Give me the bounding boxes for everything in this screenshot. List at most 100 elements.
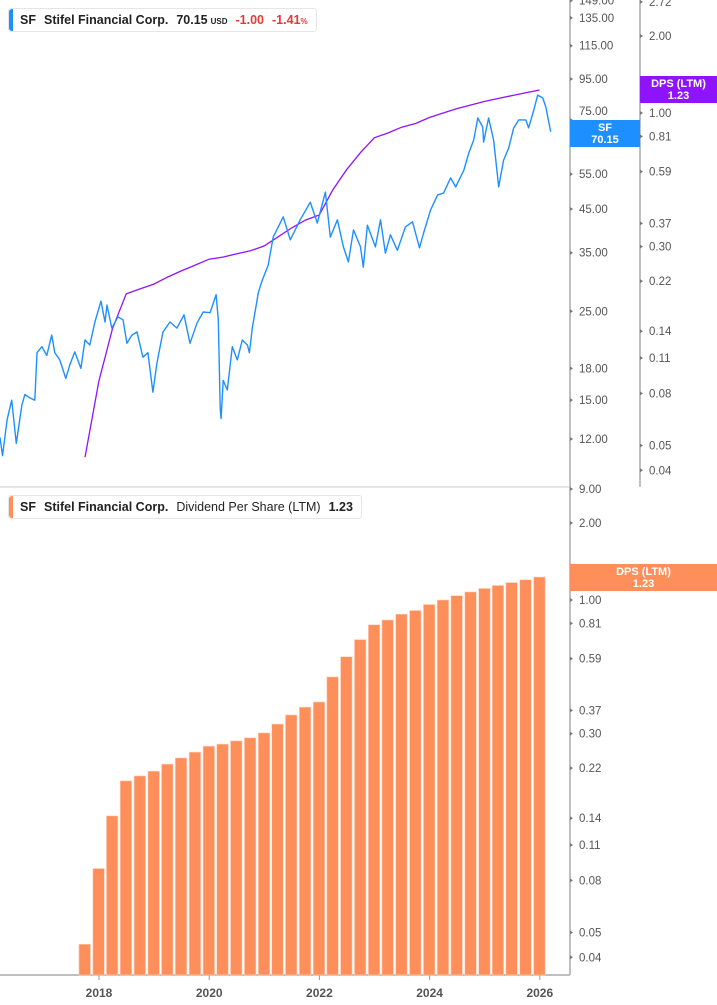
bar-tick-label-mark: [570, 731, 573, 736]
legend-currency: USD: [210, 17, 228, 26]
price-legend[interactable]: SF Stifel Financial Corp. 70.15 USD -1.0…: [8, 8, 317, 32]
dps-line: [84, 89, 540, 458]
x-tick-label: 2020: [196, 986, 223, 1000]
price-badge: SF 70.15: [570, 120, 640, 147]
dps-legend[interactable]: SF Stifel Financial Corp. Dividend Per S…: [8, 495, 362, 519]
price-tick-label: 149.00: [579, 0, 614, 8]
dps-bar: [92, 868, 105, 976]
dps-bar: [354, 639, 367, 976]
dps-bar: [299, 706, 312, 976]
bar-tick-label: 0.05: [579, 928, 601, 940]
dps-bar: [326, 676, 339, 976]
price-tick-label: 15.00: [579, 395, 608, 407]
dps-tick-label: 2.00: [649, 31, 671, 43]
dps-bar: [78, 943, 91, 976]
dps-bottom-badge: DPS (LTM) 1.23: [570, 564, 717, 591]
price-tick-label-mark: [570, 172, 573, 177]
dps-bar: [464, 591, 477, 976]
price-tick-label: 55.00: [579, 169, 608, 181]
dps-bar: [174, 757, 188, 976]
dps-tick-label-mark: [640, 443, 643, 448]
dps-bar: [381, 619, 394, 976]
legend-value: 1.23: [328, 500, 353, 514]
dps-tick-label-mark: [640, 221, 643, 226]
legend-ticker: SF: [20, 500, 36, 514]
bar-tick-label: 0.04: [579, 952, 602, 964]
price-tick-label-mark: [570, 76, 573, 81]
dps-bar: [395, 613, 408, 976]
price-tick-label-mark: [570, 207, 573, 211]
legend-company: Stifel Financial Corp.: [43, 13, 169, 27]
bar-tick-label: 1.00: [579, 595, 601, 607]
dps-tick-label-mark: [640, 279, 643, 284]
bar-tick-label-mark: [570, 816, 573, 821]
bar-tick-label-mark: [570, 708, 573, 713]
dps-bar: [119, 780, 132, 976]
dps-tick-label-mark: [640, 329, 643, 334]
price-tick-label-mark: [570, 15, 573, 20]
dps-tick-label: 1.00: [649, 108, 671, 120]
bar-tick-label: 0.37: [579, 705, 601, 717]
bar-tick-label: 0.30: [579, 729, 601, 741]
dps-tick-label: 0.05: [649, 441, 671, 453]
dps-tick-label-mark: [640, 391, 643, 396]
dps-tick-label-mark: [640, 468, 643, 473]
x-tick-label: 2018: [86, 986, 113, 1000]
dps-tick-label-mark: [640, 34, 643, 39]
dps-tick-label: 0.08: [649, 388, 671, 400]
x-tick-label: 2024: [416, 986, 443, 1000]
price-tick-label: 12.00: [579, 434, 608, 446]
dps-bar: [106, 815, 119, 976]
price-tick-label-mark: [570, 0, 573, 3]
legend-ticker: SF: [20, 13, 36, 27]
dps-tick-label: 0.30: [649, 242, 671, 254]
dps-bar: [147, 770, 160, 976]
price-tick-label-mark: [570, 309, 573, 314]
legend-change: -1.00: [235, 13, 264, 27]
dps-tick-label-mark: [640, 169, 643, 174]
price-tick-label: 135.00: [579, 13, 614, 25]
dps-tick-label: 2.72: [649, 0, 671, 9]
bar-tick-label-mark: [570, 930, 573, 935]
bar-tick-label-mark: [570, 598, 573, 602]
price-tick-label-mark: [570, 366, 573, 371]
bar-tick-label: 0.22: [579, 763, 601, 775]
bar-tick-label: 0.08: [579, 875, 601, 887]
dps-bar: [340, 656, 353, 976]
dps-bar: [368, 624, 381, 976]
dps-top-badge: DPS (LTM) 1.23: [640, 76, 717, 103]
dps-bar: [478, 588, 491, 976]
dps-tick-label: 0.59: [649, 167, 671, 179]
dps-bar: [230, 740, 243, 976]
dps-bar: [161, 763, 174, 976]
price-tick-label: 75.00: [579, 106, 608, 118]
dps-bar: [285, 714, 298, 976]
bar-tick-label-mark: [570, 656, 573, 661]
dps-bar: [450, 595, 463, 976]
dps-tick-label: 0.14: [649, 326, 672, 338]
dps-tick-label: 0.81: [649, 131, 671, 143]
price-tick-label-mark: [570, 398, 573, 403]
dps-bar: [533, 576, 546, 976]
price-tick-label-mark: [570, 487, 573, 492]
dps-bar: [409, 610, 422, 976]
bar-tick-label-mark: [570, 621, 573, 626]
dps-tick-label-mark: [640, 134, 643, 139]
bar-tick-label-mark: [570, 878, 573, 883]
dps-bar: [244, 737, 257, 976]
dps-tick-label-mark: [640, 244, 643, 249]
bar-tick-label: 0.81: [579, 618, 601, 630]
dps-bar: [271, 723, 284, 976]
dps-bar: [519, 579, 532, 976]
dps-bar: [312, 701, 326, 976]
dps-tick-label: 0.37: [649, 218, 671, 230]
price-line: [0, 94, 552, 457]
dps-tick-label-mark: [640, 0, 643, 4]
price-tick-label: 35.00: [579, 248, 608, 260]
price-tick-label-mark: [570, 43, 573, 48]
legend-change-pct: -1.41%: [271, 13, 308, 27]
bar-tick-label: 0.11: [579, 840, 601, 852]
dps-tick-label-mark: [640, 111, 643, 115]
dps-tick-label: 0.22: [649, 276, 671, 288]
dps-bar: [491, 585, 504, 976]
